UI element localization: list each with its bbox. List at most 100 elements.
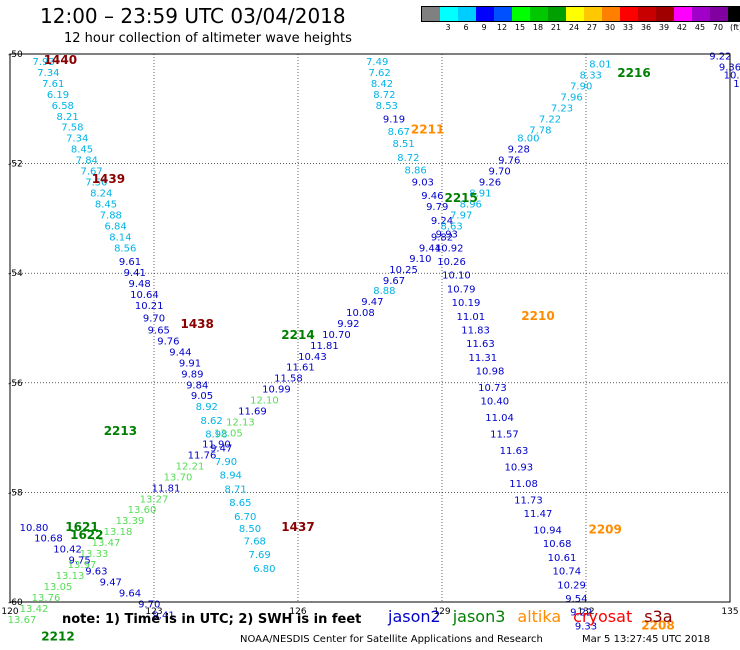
swh-value: 10.98 xyxy=(476,367,505,378)
y-tick-label: -50 xyxy=(8,50,23,60)
legend-label: 24 xyxy=(568,23,580,32)
swh-value: 7.22 xyxy=(539,115,561,126)
swh-value: 11.81 xyxy=(310,341,339,352)
swh-value: 8.21 xyxy=(56,112,78,123)
swh-value: 9.93 xyxy=(436,230,458,241)
satellite-legend: jason2 jason3 altika cryosat s3a xyxy=(388,607,685,626)
legend-swatch xyxy=(620,7,638,21)
legend-label: 6 xyxy=(463,23,469,32)
pass-1439: 9.619.419.4810.6410.219.709.659.769.449.… xyxy=(92,172,233,455)
swh-value: 9.54 xyxy=(565,594,587,605)
swh-value: 10.74 xyxy=(552,567,581,578)
swh-value: 8.01 xyxy=(589,60,611,71)
swh-value: 11.57 xyxy=(490,430,519,441)
swh-value: 10.43 xyxy=(298,352,327,363)
swh-value: 9.76 xyxy=(157,336,179,347)
swh-value: 7.69 xyxy=(248,550,270,561)
swh-value: 11.31 xyxy=(468,353,497,364)
swh-value: 7.34 xyxy=(37,68,59,79)
legend-swatch xyxy=(674,7,692,21)
pass-label: 2209 xyxy=(588,523,621,537)
swh-value: 9.24 xyxy=(431,216,453,227)
legend-swatch xyxy=(494,7,512,21)
swh-value: 9.63 xyxy=(85,567,107,578)
pass-label: 1622 xyxy=(70,528,103,542)
pass-1621: 1621 xyxy=(65,520,98,534)
swh-value: 8.96 xyxy=(460,199,482,210)
legend-swatch xyxy=(458,7,476,21)
x-tick-label: 135 xyxy=(721,607,738,617)
swh-value: 8.53 xyxy=(376,101,398,112)
legend-swatch xyxy=(422,7,440,21)
swh-value: 12.13 xyxy=(226,418,255,429)
pass-2208: 2208 xyxy=(641,618,674,632)
swh-value: 8.51 xyxy=(392,139,414,150)
swh-value: 11.04 xyxy=(485,413,514,424)
legend-swatch xyxy=(440,7,458,21)
swh-value: 8.67 xyxy=(388,127,410,138)
swh-value: 7.68 xyxy=(244,536,266,547)
legend-swatch xyxy=(566,7,584,21)
swh-value: 11.08 xyxy=(509,479,538,490)
swh-value: 9.22 xyxy=(709,51,731,62)
swh-value: 11.76 xyxy=(188,450,217,461)
swh-value: 8.98 xyxy=(205,430,227,441)
pass-2212: 2212 xyxy=(41,629,74,643)
legend-label: (ft) xyxy=(729,23,740,32)
swh-value: 13.67 xyxy=(8,615,37,626)
pass-label: 1439 xyxy=(92,172,125,186)
y-tick-label: -52 xyxy=(8,160,23,170)
swh-value: 9.67 xyxy=(383,276,405,287)
legend-color-bar xyxy=(421,6,740,22)
swh-value: 9.75 xyxy=(68,556,90,567)
map-title: 12:00 – 23:59 UTC 03/04/2018 xyxy=(40,4,346,28)
swh-value: 9.92 xyxy=(337,319,359,330)
satellite-tracks: 7.937.347.616.196.588.217.587.348.457.84… xyxy=(8,51,740,643)
swh-value: 9.46 xyxy=(421,191,443,202)
legend-swatch xyxy=(656,7,674,21)
y-tick-label: -58 xyxy=(8,488,23,498)
swh-value: 6.58 xyxy=(52,101,74,112)
swh-value: 13.47 xyxy=(92,538,121,549)
satellite-jason3: jason3 xyxy=(452,607,506,626)
swh-value: 10.26 xyxy=(437,257,466,268)
swh-value: 8.00 xyxy=(517,134,539,145)
swh-value: 8.91 xyxy=(469,188,491,199)
swh-value: 10.73 xyxy=(478,383,507,394)
swh-value: 11.73 xyxy=(514,495,543,506)
pass-2211: 7.497.628.428.728.539.198.678.518.728.86… xyxy=(366,57,480,309)
swh-value: 13.70 xyxy=(164,472,193,483)
pass-label: 1438 xyxy=(180,317,213,331)
swh-value: 9.82 xyxy=(431,232,453,243)
legend-label: 21 xyxy=(550,23,562,32)
swh-value: 9.44 xyxy=(419,243,441,254)
swh-value: 8.62 xyxy=(200,416,222,427)
swh-value: 11.81 xyxy=(152,483,181,494)
legend-swatch xyxy=(530,7,548,21)
swh-value: 10.70 xyxy=(322,330,351,341)
map-frame xyxy=(9,53,731,603)
swh-value: 7.90 xyxy=(215,457,237,468)
swh-value: 13.97 xyxy=(68,560,97,571)
legend-swatch xyxy=(692,7,710,21)
pass-1440: 7.937.347.616.196.588.217.587.348.457.84… xyxy=(32,53,136,254)
swh-value: 8.72 xyxy=(397,153,419,164)
swh-value: 10.61 xyxy=(548,553,577,564)
legend-label: 33 xyxy=(622,23,634,32)
swh-value: 11.58 xyxy=(274,374,303,385)
satellite-altika: altika xyxy=(517,607,562,626)
swh-value: 9.03 xyxy=(412,178,434,189)
swh-value: 9.84 xyxy=(186,380,208,391)
swh-value: 8.88 xyxy=(373,286,395,297)
swh-value: 7.61 xyxy=(42,79,64,90)
swh-value: 7.93 xyxy=(32,57,54,68)
swh-value: 9.10 xyxy=(409,254,431,265)
satellite-cryosat: cryosat xyxy=(573,607,633,626)
swh-value: 6.70 xyxy=(234,512,256,523)
legend-swatch xyxy=(476,7,494,21)
swh-value: 9.48 xyxy=(128,279,150,290)
legend-label: 18 xyxy=(532,23,544,32)
legend-label: 9 xyxy=(481,23,487,32)
swh-value: 8.92 xyxy=(196,402,218,413)
